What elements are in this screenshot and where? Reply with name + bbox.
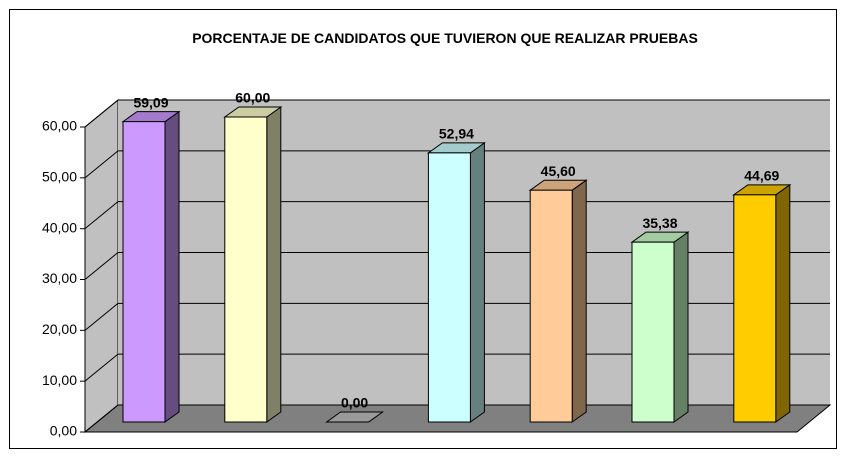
bar-top: [325, 411, 385, 423]
chart-frame: [9, 9, 837, 449]
side-grid-line: [84, 201, 119, 230]
data-label: 45,60: [541, 163, 576, 179]
side-grid-line: [84, 353, 119, 382]
side-grid-line: [84, 252, 119, 280]
chart-title: PORCENTAJE DE CANDIDATOS QUE TUVIERON QU…: [192, 30, 698, 46]
bar-side: [266, 106, 282, 423]
data-label: 0,00: [341, 395, 368, 411]
bar-side: [571, 179, 587, 423]
bar: [733, 194, 777, 423]
y-tick-label: 10,00: [42, 372, 77, 388]
bar-side: [673, 231, 689, 423]
side-grid-line: [84, 404, 119, 433]
data-label: 60,00: [235, 90, 270, 106]
bar: [631, 241, 675, 423]
bar: [224, 116, 268, 423]
y-tick-label: 20,00: [42, 321, 77, 337]
data-label: 44,69: [744, 168, 779, 184]
bar-side: [469, 141, 485, 423]
y-tick-label: 30,00: [42, 270, 77, 286]
y-tick-label: 50,00: [42, 169, 77, 185]
bar: [122, 121, 166, 423]
side-grid-line: [84, 150, 119, 179]
bar: [529, 189, 573, 423]
data-label: 52,94: [439, 126, 474, 142]
y-tick-label: 40,00: [42, 219, 77, 235]
data-label: 35,38: [642, 215, 677, 231]
bar-side: [164, 110, 180, 423]
side-grid-line: [84, 302, 119, 331]
bar-side: [775, 183, 791, 423]
y-tick-label: 60,00: [42, 118, 77, 134]
bar: [427, 152, 471, 423]
side-grid-line: [84, 99, 119, 128]
y-tick-label: 0,00: [50, 423, 77, 439]
data-label: 59,09: [133, 94, 168, 110]
